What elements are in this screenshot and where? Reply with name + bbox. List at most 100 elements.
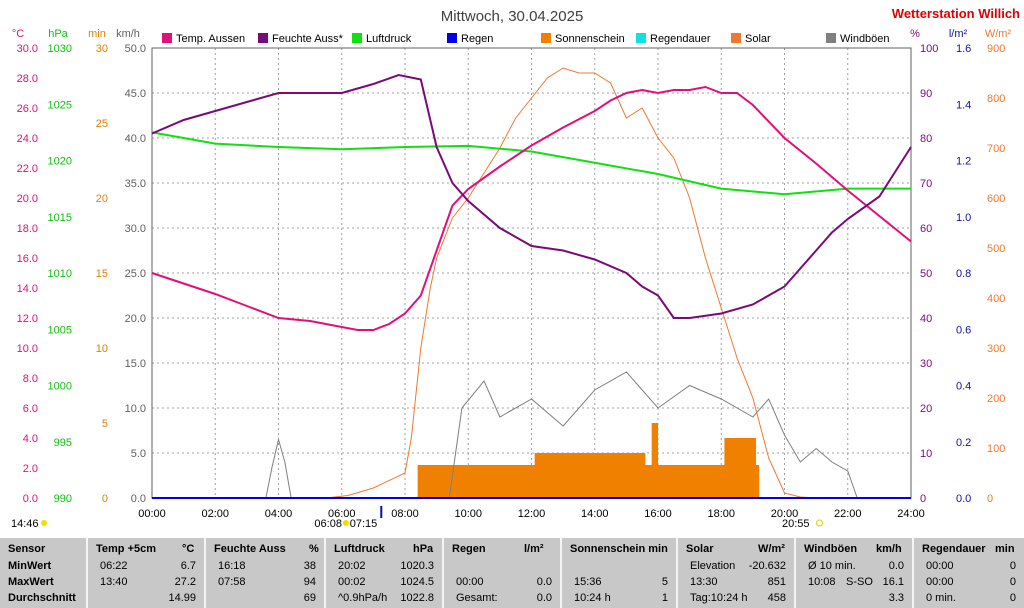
table-cell-value: 38 [303, 560, 316, 572]
x-axis-tick-label: 20:00 [771, 508, 799, 520]
table-cell-time: 0 min. [926, 592, 956, 604]
legend-label: Feuchte Auss* [272, 33, 344, 45]
station-name: Wetterstation Willich [892, 6, 1020, 21]
right-axis-tick-label: 1.4 [956, 99, 971, 111]
left-axis-tick-label: 20.0 [17, 193, 38, 205]
left-axis-tick-label: 12.0 [17, 313, 38, 325]
left-axis-tick-label: 30 [96, 43, 108, 55]
legend-swatch [447, 33, 457, 43]
table-cell-value: 6.7 [180, 560, 196, 572]
table-cell-value: 0 [1009, 592, 1016, 604]
left-axis-tick-label: 22.0 [17, 163, 38, 175]
table-header-row: Windböen km/h [0, 542, 1024, 556]
right-axis-tick-label: 80 [920, 133, 932, 145]
right-axis-tick-label: 200 [987, 393, 1005, 405]
table-header-row: Temp +5cm °C [0, 542, 1024, 556]
table-cell-time: 06:22 [100, 560, 128, 572]
x-axis: 00:00 02:00 04:00 06:00 08:00 10:00 12:00 14:00… [138, 508, 925, 520]
marker-label: 07:15 [350, 518, 378, 530]
right-axis-tick-label: 0 [987, 493, 993, 505]
left-axis-tick-label: 1005 [48, 324, 72, 336]
table-cell-direction: S-SO [846, 576, 873, 588]
legend-label: Sonnenschein [555, 33, 625, 45]
left-axis-tick-label: 1025 [48, 99, 72, 111]
table-header-title: Regendauer [922, 543, 986, 555]
series-sonnenschein [152, 423, 911, 498]
table-cell-value: 458 [767, 592, 786, 604]
column-separator [324, 538, 326, 608]
right-axis-unit: l/m² [949, 28, 968, 40]
x-axis-tick-label: 04:00 [265, 508, 293, 520]
left-axis-unit: hPa [48, 28, 68, 40]
left-axis-tick-label: 5.0 [131, 448, 146, 460]
chart-title: Mittwoch, 30.04.2025 [441, 8, 584, 25]
table-cell-value: 0 [1009, 576, 1016, 588]
table-row-label: Durchschnitt [8, 592, 76, 604]
x-axis-tick-label: 06:00 [328, 508, 356, 520]
stats-table: Sensor Temp +5cm °C Feuchte Auss% Luftdruck h… [0, 538, 1024, 608]
x-axis-tick-label: 10:00 [454, 508, 482, 520]
legend-swatch [541, 33, 551, 43]
table-row-label: MinWert [8, 560, 52, 572]
table-header-title: Temp +5cm [96, 543, 157, 555]
sun-icon [342, 520, 349, 526]
x-axis-tick-label: 16:00 [644, 508, 672, 520]
legend-label: Regendauer [650, 33, 711, 45]
table-header-unit: °C [182, 543, 195, 555]
table-header-unit: hPa [413, 543, 434, 555]
right-axis-tick-label: 40 [920, 313, 932, 325]
table-header-title: Sonnenschein min [570, 543, 668, 555]
left-axis-tick-label: 30.0 [125, 223, 146, 235]
right-axis-tick-label: 100 [987, 443, 1005, 455]
chart-background [0, 0, 1024, 538]
left-axis-tick-label: 15 [96, 268, 108, 280]
left-axis-unit: °C [12, 28, 24, 40]
right-axis-tick-label: 20 [920, 403, 932, 415]
table-header-unit: % [309, 543, 319, 555]
left-axis-tick-label: 1015 [48, 212, 72, 224]
x-axis-tick-label: 18:00 [707, 508, 735, 520]
right-axis-tick-label: 1.6 [956, 43, 971, 55]
moon-icon [815, 519, 823, 527]
table-cell-time: ^0.9hPa/h [338, 592, 388, 604]
table-header-unit: km/h [876, 543, 902, 555]
right-axis-tick-label: 0.6 [956, 324, 971, 336]
table-cell-value: 3.3 [888, 592, 904, 604]
right-axis-tick-label: 1.0 [956, 212, 971, 224]
legend-label: Regen [461, 33, 493, 45]
column-separator [794, 538, 796, 608]
table-cell-time: 10:08 [808, 576, 836, 588]
table-cell-time: 00:00 [926, 560, 954, 572]
star-icon [380, 506, 383, 518]
left-axis-tick-label: 20.0 [125, 313, 146, 325]
left-axis-tick-label: 45.0 [125, 88, 146, 100]
left-axis-tick-label: 10 [96, 343, 108, 355]
right-axis-tick-label: 400 [987, 293, 1005, 305]
plot-area [151, 67, 912, 499]
column-separator [560, 538, 562, 608]
table-cell-time: 13:40 [100, 576, 128, 588]
left-axis-tick-label: 1020 [48, 156, 72, 168]
table-header-row: Luftdruck hPa [0, 542, 1024, 556]
legend-swatch [636, 33, 646, 43]
table-cell-value: 16.1 [882, 576, 904, 588]
column-separator [912, 538, 914, 608]
table-cell-time: 20:02 [338, 560, 366, 572]
right-axis-tick-label: 90 [920, 88, 932, 100]
axis-units: °C hPa min km/h% l/m² W/m² [12, 28, 1012, 40]
left-axis-tick-label: 16.0 [17, 253, 38, 265]
table-row-label: MaxWert [8, 576, 54, 588]
table-header-title: Solar [686, 543, 714, 555]
right-axis-tick-label: 50 [920, 268, 932, 280]
table-header-unit: W/m² [758, 543, 785, 555]
right-axis-tick-label: 300 [987, 343, 1005, 355]
table-cell-value: 0.0 [536, 592, 552, 604]
right-axis-tick-label: 0.4 [956, 381, 971, 393]
column-separator [676, 538, 678, 608]
series-windb-en [152, 371, 911, 499]
left-axis-tick-label: 40.0 [125, 133, 146, 145]
table-cell-time: 00:02 [338, 576, 366, 588]
left-axis-tick-label: 6.0 [23, 403, 38, 415]
table-cell-value: 0.0 [888, 560, 904, 572]
table-cell-value: 1022.8 [400, 592, 434, 604]
